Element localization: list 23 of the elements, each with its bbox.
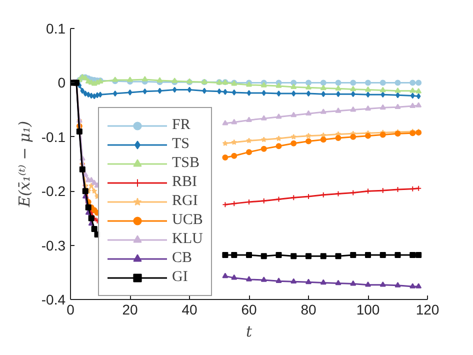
legend-label: RBI [172, 173, 198, 192]
legend-label: TS [172, 135, 191, 154]
x-tick-label: 60 [241, 302, 257, 318]
x-axis-title: t [246, 322, 253, 340]
x-tick-label: 100 [356, 302, 380, 318]
y-tick-label: -0.4 [41, 292, 66, 308]
y-tick-label: -0.1 [41, 128, 66, 145]
y-tick-label: -0.2 [41, 183, 66, 200]
legend-label: CB [172, 249, 192, 268]
y-tick-label: 0.1 [46, 20, 66, 36]
legend-label: RGI [172, 192, 198, 211]
legend-label: FR [172, 116, 192, 135]
legend-label: UCB [172, 211, 203, 230]
y-tick-label: -0.3 [41, 237, 66, 254]
x-tick-label: 20 [122, 302, 138, 318]
y-axis-title: E(x̄₁⁽ᵗ⁾ − μ₁) [15, 120, 34, 208]
legend-label: KLU [172, 230, 203, 249]
x-tick-label: 80 [300, 302, 316, 318]
x-tick-label: 40 [182, 302, 198, 318]
legend-label: TSB [172, 154, 200, 173]
legend-label: GI [172, 268, 189, 287]
y-tick-label: 0 [58, 74, 66, 91]
x-tick-label: 120 [416, 302, 440, 318]
